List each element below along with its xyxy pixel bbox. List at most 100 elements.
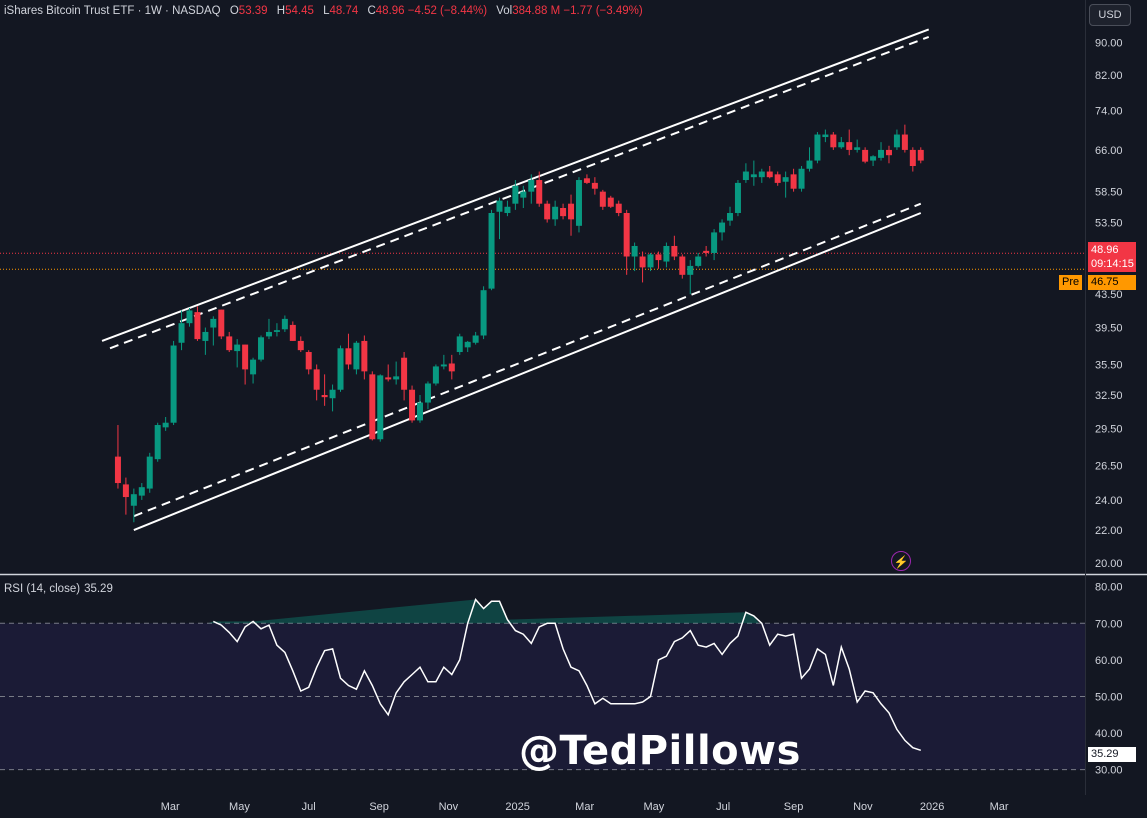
candle[interactable] [814, 132, 821, 164]
candle[interactable] [409, 385, 416, 423]
candle[interactable] [258, 335, 265, 362]
candle[interactable] [528, 174, 535, 204]
candle[interactable] [790, 168, 797, 192]
candle[interactable] [552, 200, 559, 226]
candle[interactable] [623, 209, 630, 275]
candle[interactable] [822, 129, 829, 143]
candle[interactable] [178, 310, 185, 351]
candle[interactable] [838, 137, 845, 149]
channel-dashed-line[interactable] [133, 202, 922, 518]
candle[interactable] [758, 168, 765, 183]
candle[interactable] [695, 252, 702, 268]
candle[interactable] [305, 350, 312, 375]
candle[interactable] [639, 251, 646, 283]
candle[interactable] [615, 200, 622, 217]
candle[interactable] [512, 180, 519, 210]
candle[interactable] [162, 416, 169, 431]
candle[interactable] [727, 206, 733, 226]
candle[interactable] [544, 200, 551, 223]
candle[interactable] [226, 331, 233, 353]
candle[interactable] [234, 339, 241, 368]
candle[interactable] [250, 357, 257, 384]
candle[interactable] [734, 180, 741, 217]
candle[interactable] [917, 147, 924, 164]
lightning-bolt-icon[interactable]: ⚡ [891, 551, 911, 571]
candle[interactable] [456, 333, 463, 355]
candle[interactable] [170, 340, 177, 426]
candle[interactable] [146, 452, 153, 493]
rsi-title[interactable]: RSI (14, close) [4, 583, 81, 595]
candle[interactable] [265, 318, 272, 340]
candle[interactable] [194, 306, 201, 341]
candle[interactable] [154, 422, 161, 462]
symbol-name[interactable]: iShares Bitcoin Trust ETF · 1W · NASDAQ [4, 5, 221, 17]
candle[interactable] [806, 147, 813, 172]
candle[interactable] [424, 381, 431, 410]
candle[interactable] [687, 260, 694, 295]
candle[interactable] [138, 483, 145, 500]
candle[interactable] [647, 252, 654, 272]
candle[interactable] [742, 163, 749, 183]
candle[interactable] [218, 309, 225, 340]
candle[interactable] [766, 166, 773, 179]
candle[interactable] [878, 142, 885, 161]
candle[interactable] [504, 200, 511, 217]
candle[interactable] [846, 129, 853, 156]
candle[interactable] [854, 139, 861, 153]
candle[interactable] [186, 307, 193, 327]
candle[interactable] [242, 344, 249, 385]
candle[interactable] [870, 155, 877, 167]
candle[interactable] [711, 229, 718, 261]
candle[interactable] [377, 374, 384, 442]
candle[interactable] [345, 333, 352, 370]
candle[interactable] [631, 242, 638, 272]
candle[interactable] [273, 323, 280, 337]
candle[interactable] [289, 321, 296, 341]
candle[interactable] [297, 336, 304, 353]
candle[interactable] [337, 345, 344, 392]
candle[interactable] [663, 242, 670, 268]
candle[interactable] [393, 361, 400, 385]
candle[interactable] [893, 129, 900, 150]
candle[interactable] [281, 315, 288, 332]
candle[interactable] [520, 185, 527, 209]
candle[interactable] [361, 335, 368, 380]
candle[interactable] [122, 477, 129, 515]
candle[interactable] [480, 286, 487, 340]
candle[interactable] [774, 171, 781, 186]
candle[interactable] [472, 331, 479, 345]
candle[interactable] [607, 195, 614, 209]
candle[interactable] [321, 374, 328, 406]
candle[interactable] [385, 364, 392, 382]
candle[interactable] [313, 364, 320, 401]
candle[interactable] [432, 364, 439, 386]
candle[interactable] [202, 327, 209, 355]
candle[interactable] [114, 425, 121, 489]
rsi-line[interactable] [212, 598, 922, 752]
channel-dashed-line[interactable] [109, 35, 930, 350]
candle[interactable] [210, 316, 217, 346]
candle[interactable] [560, 203, 567, 220]
candle[interactable] [798, 166, 805, 192]
candle[interactable] [329, 384, 336, 412]
candle[interactable] [575, 177, 582, 233]
candle[interactable] [130, 488, 137, 523]
candle[interactable] [862, 147, 869, 164]
candle[interactable] [655, 251, 662, 269]
candle[interactable] [496, 197, 503, 240]
candle[interactable] [885, 145, 892, 164]
candle[interactable] [599, 189, 606, 210]
candle[interactable] [909, 147, 916, 172]
candle[interactable] [417, 395, 423, 423]
candle[interactable] [583, 174, 590, 185]
candle[interactable] [750, 160, 757, 186]
candle[interactable] [353, 340, 360, 375]
candle[interactable] [703, 245, 710, 257]
candle[interactable] [440, 354, 447, 370]
candle[interactable] [369, 371, 376, 441]
candle[interactable] [591, 177, 598, 195]
candle[interactable] [536, 171, 543, 207]
candle[interactable] [401, 352, 408, 401]
candle[interactable] [679, 254, 686, 279]
